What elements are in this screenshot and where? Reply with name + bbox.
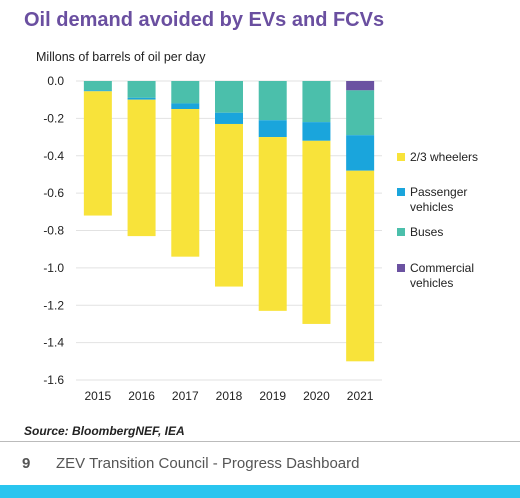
legend-swatch-2-3-wheelers — [397, 153, 405, 161]
source-note: Source: BloombergNEF, IEA — [24, 424, 185, 438]
y-tick-label: -1.2 — [43, 298, 64, 312]
bar-segment-2-3-wheelers — [83, 91, 112, 216]
bar-segment-buses — [346, 90, 375, 136]
y-tick-label: -1.0 — [43, 261, 64, 275]
chart-svg: 0.0 -0.2 -0.4 -0.6 -0.8 -1.0 -1.2 -1.4 -1.6 2015 2… — [43, 74, 478, 403]
source-divider — [0, 441, 520, 442]
bar-segment-passenger-vehicles — [302, 122, 331, 141]
bar-segment-2-3-wheelers — [171, 109, 200, 257]
bar-segment-buses — [258, 81, 287, 121]
y-tick-label: -0.8 — [43, 224, 64, 238]
y-tick-label: -1.4 — [43, 336, 64, 350]
legend-label-2-3-wheelers: 2/3 wheelers — [410, 150, 478, 164]
bar-segment-passenger-vehicles — [171, 103, 200, 110]
bar-segment-2-3-wheelers — [127, 99, 156, 237]
page-number: 9 — [22, 455, 31, 472]
page-footer: 9 ZEV Transition Council - Progress Dashb… — [22, 455, 359, 472]
bar-segment-buses — [302, 81, 331, 123]
legend-swatch-buses — [397, 228, 405, 236]
y-tick-label: -0.6 — [43, 186, 64, 200]
legend-swatch-passenger-vehicles — [397, 188, 405, 196]
x-tick-label: 2021 — [347, 389, 374, 403]
bar-segment-2-3-wheelers — [346, 170, 375, 362]
y-tick-label: -1.6 — [43, 373, 64, 387]
bar-segment-commercial-vehicles — [346, 81, 375, 91]
bar-segment-buses — [127, 81, 156, 98]
bar-segment-passenger-vehicles — [83, 90, 112, 92]
legend-label-commercial-vehicles: Commercial vehicles — [410, 261, 474, 290]
legend-swatch-commercial-vehicles — [397, 264, 405, 272]
bar-segment-2-3-wheelers — [258, 137, 287, 311]
bar-segment-passenger-vehicles — [127, 97, 156, 100]
x-tick-label: 2019 — [259, 389, 286, 403]
bar-segment-buses — [171, 81, 200, 104]
y-axis-label: Millons of barrels of oil per day — [36, 50, 206, 64]
x-tick-label: 2020 — [303, 389, 330, 403]
bar-segment-passenger-vehicles — [258, 120, 287, 138]
y-tick-label: -0.4 — [43, 149, 64, 163]
bar-segment-2-3-wheelers — [215, 123, 243, 287]
bar-segment-buses — [215, 81, 243, 113]
y-tick-label: -0.2 — [43, 111, 64, 125]
bar-segment-buses — [83, 81, 112, 91]
legend-label-passenger-vehicles: Passenger vehicles — [410, 185, 467, 214]
x-tick-label: 2016 — [128, 389, 155, 403]
bar-segment-passenger-vehicles — [346, 135, 375, 171]
x-tick-label: 2018 — [216, 389, 243, 403]
y-tick-label: 0.0 — [47, 74, 64, 88]
footer-text: ZEV Transition Council - Progress Dashbo… — [56, 455, 360, 472]
bottom-accent-bar — [0, 485, 520, 498]
legend-label-buses: Buses — [410, 225, 443, 239]
x-tick-label: 2017 — [172, 389, 199, 403]
bar-segment-passenger-vehicles — [215, 112, 243, 124]
bar-segment-2-3-wheelers — [302, 140, 331, 324]
x-tick-label: 2015 — [85, 389, 112, 403]
chart-title: Oil demand avoided by EVs and FCVs — [24, 9, 385, 31]
